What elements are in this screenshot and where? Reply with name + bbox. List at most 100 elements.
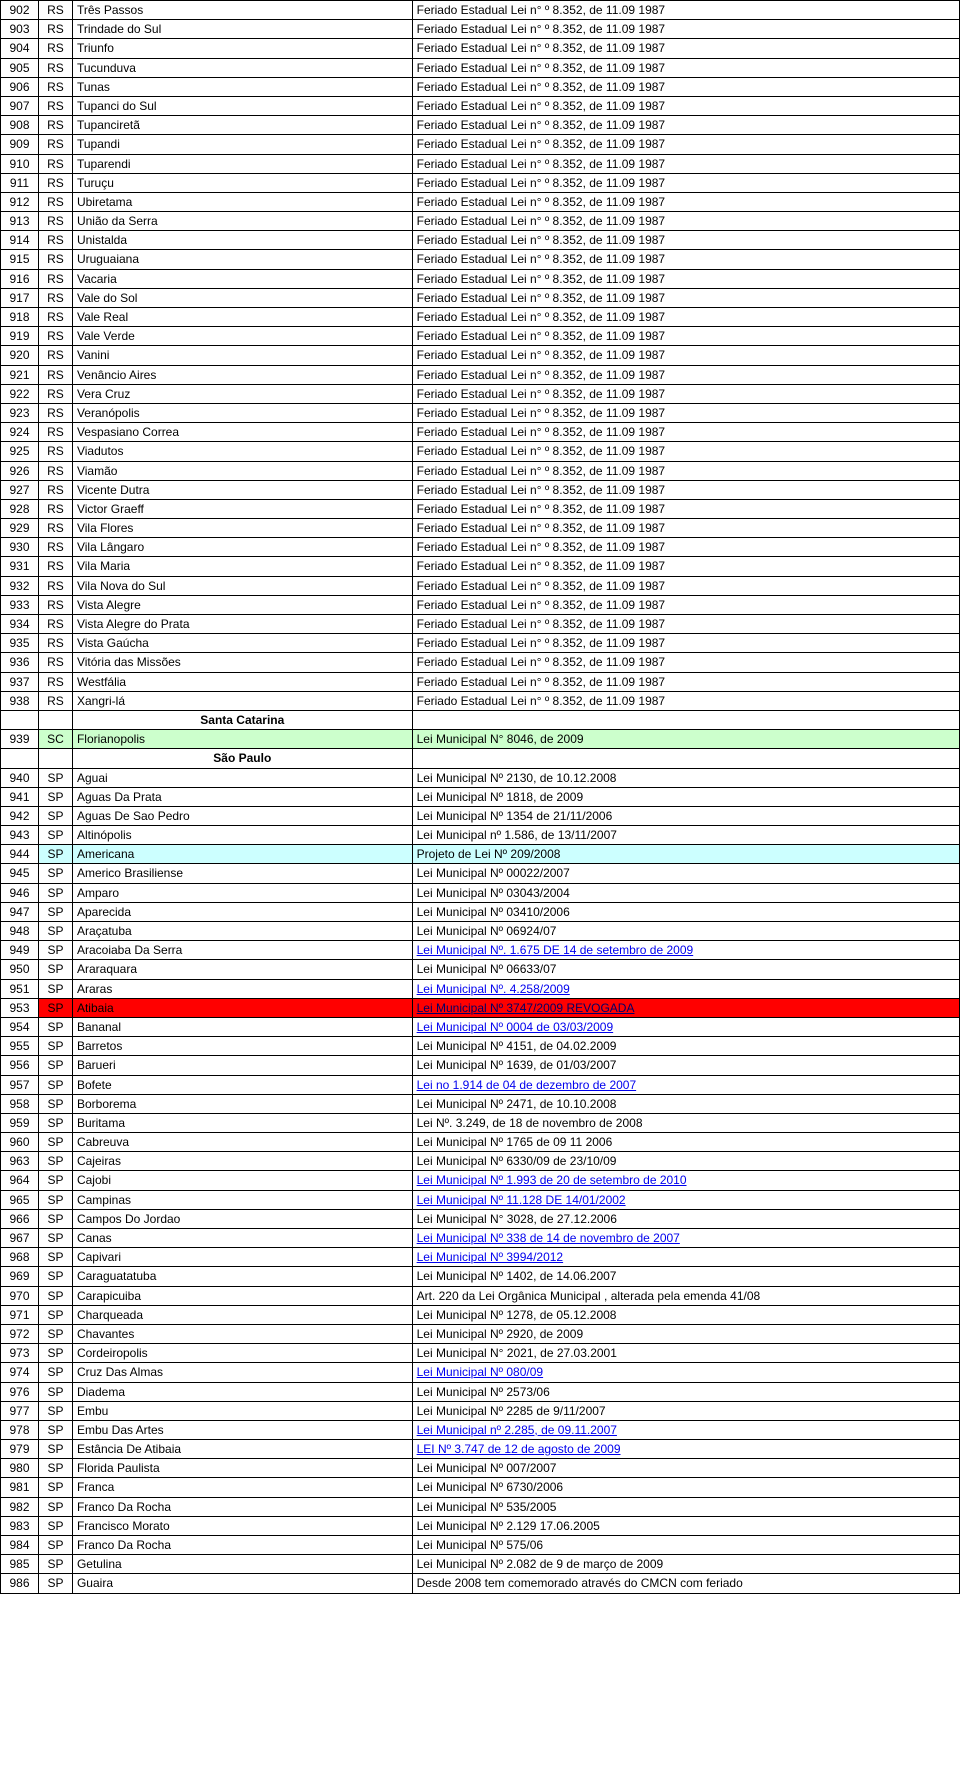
table-row: 906RSTunasFeriado Estadual Lei n° º 8.35… xyxy=(1,77,960,96)
table-row: 909RSTupandiFeriado Estadual Lei n° º 8.… xyxy=(1,135,960,154)
uf-cell: SP xyxy=(38,1478,72,1497)
law-link[interactable]: Lei Municipal Nº. 1.675 DE 14 de setembr… xyxy=(417,943,694,957)
uf-cell xyxy=(38,710,72,729)
table-row: 984SPFranco Da RochaLei Municipal Nº 575… xyxy=(1,1536,960,1555)
uf-cell: RS xyxy=(38,461,72,480)
city-cell: Vanini xyxy=(72,346,412,365)
law-cell: Lei Municipal Nº 1354 de 21/11/2006 xyxy=(412,806,959,825)
city-cell: Estância De Atibaia xyxy=(72,1440,412,1459)
law-cell: Projeto de Lei Nº 209/2008 xyxy=(412,845,959,864)
city-cell: Vespasiano Correa xyxy=(72,423,412,442)
law-link[interactable]: LEI Nº 3.747 de 12 de agosto de 2009 xyxy=(417,1442,621,1456)
law-cell: Lei Municipal Nº 0004 de 03/03/2009 xyxy=(412,1017,959,1036)
row-number-cell: 924 xyxy=(1,423,39,442)
table-row: 979SPEstância De AtibaiaLEI Nº 3.747 de … xyxy=(1,1440,960,1459)
row-number-cell: 933 xyxy=(1,595,39,614)
city-cell: Viadutos xyxy=(72,442,412,461)
row-number-cell: 929 xyxy=(1,519,39,538)
law-cell: Feriado Estadual Lei n° º 8.352, de 11.0… xyxy=(412,384,959,403)
law-link[interactable]: Lei Municipal Nº 1.993 de 20 de setembro… xyxy=(417,1173,687,1187)
city-cell: Vale do Sol xyxy=(72,288,412,307)
table-row: 943SPAltinópolisLei Municipal nº 1.586, … xyxy=(1,826,960,845)
uf-cell: RS xyxy=(38,212,72,231)
city-cell: Tupanci do Sul xyxy=(72,96,412,115)
row-number-cell: 963 xyxy=(1,1152,39,1171)
table-row: 957SPBofeteLei no 1.914 de 04 de dezembr… xyxy=(1,1075,960,1094)
law-link[interactable]: Lei Municipal nº 2.285, de 09.11.2007 xyxy=(417,1423,617,1437)
city-cell: Vila Flores xyxy=(72,519,412,538)
law-cell: Feriado Estadual Lei n° º 8.352, de 11.0… xyxy=(412,576,959,595)
table-row: 923RSVeranópolisFeriado Estadual Lei n° … xyxy=(1,403,960,422)
law-link[interactable]: Lei Municipal Nº 080/09 xyxy=(417,1365,543,1379)
table-row: 936RSVitória das MissõesFeriado Estadual… xyxy=(1,653,960,672)
uf-cell: SP xyxy=(38,1037,72,1056)
table-row: 931RSVila MariaFeriado Estadual Lei n° º… xyxy=(1,557,960,576)
law-cell: Feriado Estadual Lei n° º 8.352, de 11.0… xyxy=(412,212,959,231)
table-row: 974SPCruz Das AlmasLei Municipal Nº 080/… xyxy=(1,1363,960,1382)
table-row: 929RSVila FloresFeriado Estadual Lei n° … xyxy=(1,519,960,538)
law-cell: Lei Municipal nº 1.586, de 13/11/2007 xyxy=(412,826,959,845)
city-cell: Tucunduva xyxy=(72,58,412,77)
table-row: 919RSVale VerdeFeriado Estadual Lei n° º… xyxy=(1,327,960,346)
law-cell: Lei Municipal Nº 080/09 xyxy=(412,1363,959,1382)
row-number-cell: 981 xyxy=(1,1478,39,1497)
law-cell: Lei Municipal Nº 3994/2012 xyxy=(412,1248,959,1267)
row-number-cell: 915 xyxy=(1,250,39,269)
row-number-cell: 917 xyxy=(1,288,39,307)
table-row: 956SPBarueriLei Municipal Nº 1639, de 01… xyxy=(1,1056,960,1075)
uf-cell: RS xyxy=(38,423,72,442)
law-cell: Feriado Estadual Lei n° º 8.352, de 11.0… xyxy=(412,96,959,115)
row-number-cell: 968 xyxy=(1,1248,39,1267)
city-cell: Atibaia xyxy=(72,998,412,1017)
law-cell: Lei Municipal N° 3028, de 27.12.2006 xyxy=(412,1209,959,1228)
table-row: 922RSVera CruzFeriado Estadual Lei n° º … xyxy=(1,384,960,403)
city-cell: Borborema xyxy=(72,1094,412,1113)
row-number-cell: 944 xyxy=(1,845,39,864)
law-link[interactable]: Lei Municipal Nº 338 de 14 de novembro d… xyxy=(417,1231,680,1245)
city-cell: Cabreuva xyxy=(72,1133,412,1152)
uf-cell: SP xyxy=(38,1305,72,1324)
law-link[interactable]: Lei Municipal Nº 11.128 DE 14/01/2002 xyxy=(417,1193,626,1207)
city-cell: Guaira xyxy=(72,1574,412,1593)
uf-cell: SP xyxy=(38,1017,72,1036)
law-cell: Lei Municipal Nº 11.128 DE 14/01/2002 xyxy=(412,1190,959,1209)
table-row: 982SPFranco Da RochaLei Municipal Nº 535… xyxy=(1,1497,960,1516)
law-link[interactable]: Lei no 1.914 de 04 de dezembro de 2007 xyxy=(417,1078,637,1092)
uf-cell: RS xyxy=(38,154,72,173)
row-number-cell: 941 xyxy=(1,787,39,806)
row-number-cell: 973 xyxy=(1,1344,39,1363)
law-cell: Lei Municipal Nº 1402, de 14.06.2007 xyxy=(412,1267,959,1286)
city-cell: Xangri-lá xyxy=(72,691,412,710)
law-cell: Feriado Estadual Lei n° º 8.352, de 11.0… xyxy=(412,288,959,307)
law-cell: Art. 220 da Lei Orgânica Municipal , alt… xyxy=(412,1286,959,1305)
uf-cell: SP xyxy=(38,1440,72,1459)
city-cell: Chavantes xyxy=(72,1324,412,1343)
table-row: 920RSVaniniFeriado Estadual Lei n° º 8.3… xyxy=(1,346,960,365)
table-row: 955SPBarretosLei Municipal Nº 4151, de 0… xyxy=(1,1037,960,1056)
row-number-cell: 926 xyxy=(1,461,39,480)
row-number-cell: 954 xyxy=(1,1017,39,1036)
city-cell: Vista Alegre do Prata xyxy=(72,615,412,634)
row-number-cell: 967 xyxy=(1,1229,39,1248)
law-link[interactable]: Lei Municipal Nº. 4.258/2009 xyxy=(417,982,570,996)
table-row: 949SPAracoiaba Da SerraLei Municipal Nº.… xyxy=(1,941,960,960)
law-cell: Lei Municipal Nº 00022/2007 xyxy=(412,864,959,883)
city-cell: Embu Das Artes xyxy=(72,1420,412,1439)
law-link[interactable]: Lei Municipal Nº 0004 de 03/03/2009 xyxy=(417,1020,614,1034)
law-cell: Feriado Estadual Lei n° º 8.352, de 11.0… xyxy=(412,39,959,58)
city-cell: União da Serra xyxy=(72,212,412,231)
uf-cell: SP xyxy=(38,1516,72,1535)
city-cell: Vista Gaúcha xyxy=(72,634,412,653)
law-cell: Feriado Estadual Lei n° º 8.352, de 11.0… xyxy=(412,365,959,384)
uf-cell: RS xyxy=(38,96,72,115)
law-cell: Desde 2008 tem comemorado através do CMC… xyxy=(412,1574,959,1593)
row-number-cell: 925 xyxy=(1,442,39,461)
city-cell: Cajobi xyxy=(72,1171,412,1190)
law-cell: Lei Municipal Nº 1818, de 2009 xyxy=(412,787,959,806)
uf-cell: RS xyxy=(38,308,72,327)
law-link[interactable]: Lei Municipal Nº 3747/2009 REVOGADA xyxy=(417,1001,635,1015)
table-row: 985SPGetulinaLei Municipal Nº 2.082 de 9… xyxy=(1,1555,960,1574)
row-number-cell: 922 xyxy=(1,384,39,403)
law-link[interactable]: Lei Municipal Nº 3994/2012 xyxy=(417,1250,563,1264)
table-row: 963SPCajeirasLei Municipal Nº 6330/09 de… xyxy=(1,1152,960,1171)
